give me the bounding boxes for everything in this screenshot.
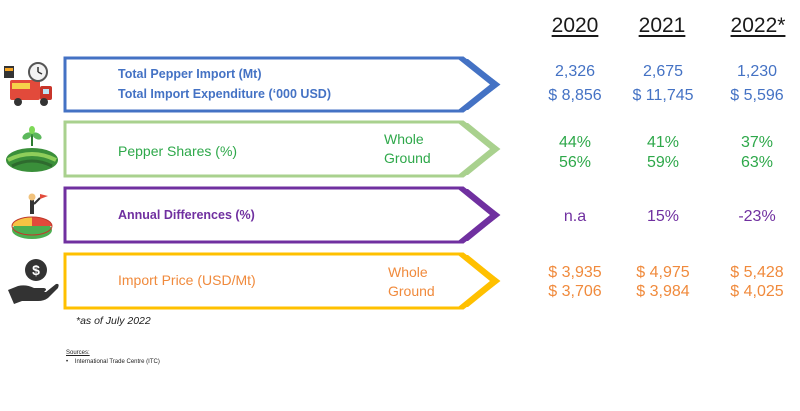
price-ground-2021: $ 3,984 xyxy=(636,283,690,300)
price-sublabel-whole: Whole xyxy=(388,264,428,280)
price-whole-2020: $ 3,935 xyxy=(548,264,602,281)
imports-expenditure-2021: $ 11,745 xyxy=(632,87,694,104)
differences-2021: 15% xyxy=(646,208,680,225)
imports-label-expenditure: Total Import Expenditure (‘000 USD) xyxy=(118,87,331,101)
bullet: • xyxy=(66,359,75,365)
imports-volume-2021: 2,675 xyxy=(642,63,684,80)
imports-expenditure-2022: $ 5,596 xyxy=(730,87,784,104)
differences-arrow xyxy=(63,186,503,244)
imports-expenditure-2020: $ 8,856 xyxy=(548,87,602,104)
sources-item: • International Trade Centre (ITC) xyxy=(66,359,160,365)
shares-ground-2020: 56% xyxy=(558,154,592,171)
sources-item-text: International Trade Centre (ITC) xyxy=(74,359,160,365)
price-label: Import Price (USD/Mt) xyxy=(118,272,256,288)
price-sublabel-ground: Ground xyxy=(388,283,435,299)
imports-arrow xyxy=(63,56,503,113)
imports-volume-2022: 1,230 xyxy=(736,63,778,80)
year-header-2022: 2022* xyxy=(730,14,786,37)
footnote: *as of July 2022 xyxy=(76,315,151,327)
shares-label: Pepper Shares (%) xyxy=(118,143,238,159)
shares-whole-2022: 37% xyxy=(740,134,774,151)
price-arrow xyxy=(63,252,503,310)
price-ground-2020: $ 3,706 xyxy=(548,283,602,300)
imports-volume-2020: 2,326 xyxy=(554,63,596,80)
shares-ground-2022: 63% xyxy=(740,154,774,171)
differences-label: Annual Differences (%) xyxy=(118,208,255,222)
sources-heading: Sources: xyxy=(66,350,90,356)
import-truck-icon xyxy=(4,62,60,112)
svg-text:$: $ xyxy=(32,262,40,278)
farm-field-icon xyxy=(4,126,60,176)
shares-sublabel-whole: Whole xyxy=(384,131,424,147)
shares-arrow xyxy=(63,120,503,178)
differences-2020: n.a xyxy=(563,208,587,225)
shares-ground-2021: 59% xyxy=(646,154,680,171)
price-whole-2022: $ 5,428 xyxy=(730,264,784,281)
year-header-2021: 2021 xyxy=(638,14,686,37)
shares-whole-2020: 44% xyxy=(558,134,592,151)
year-header-2020: 2020 xyxy=(551,14,599,37)
price-ground-2022: $ 4,025 xyxy=(730,283,784,300)
price-whole-2021: $ 4,975 xyxy=(636,264,690,281)
pie-chart-person-icon xyxy=(4,190,60,240)
shares-sublabel-ground: Ground xyxy=(384,150,431,166)
money-hand-icon: $ xyxy=(4,256,60,306)
differences-2022: -23% xyxy=(738,208,776,225)
shares-whole-2021: 41% xyxy=(646,134,680,151)
imports-label-volume: Total Pepper Import (Mt) xyxy=(118,67,262,81)
